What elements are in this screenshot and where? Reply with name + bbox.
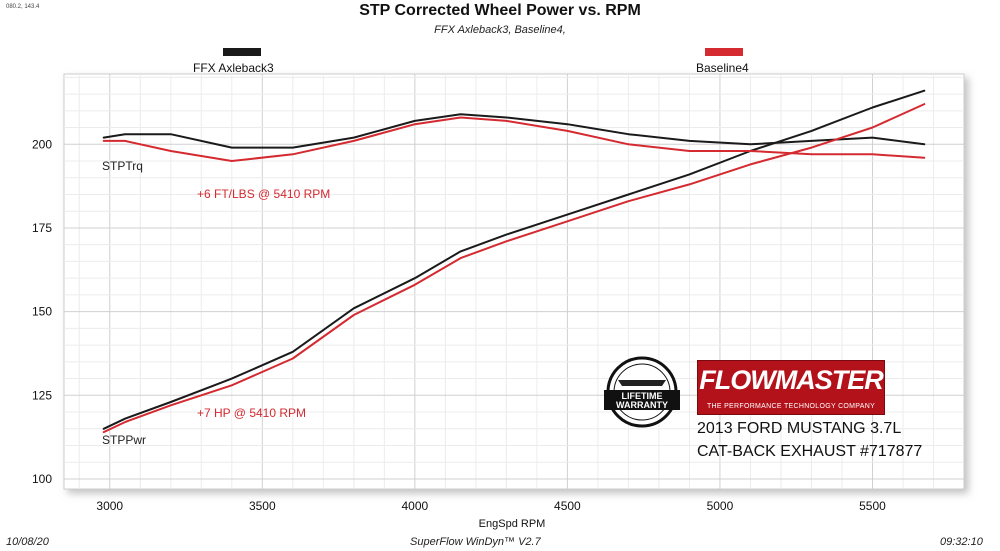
curve-label-power: STPPwr	[102, 433, 146, 447]
x-tick-label: 3000	[96, 499, 123, 513]
legend-label-ffx: FFX Axleback3	[193, 61, 274, 75]
lifetime-warranty-badge-icon: LIFETIME WARRANTY	[604, 356, 680, 428]
series-line-baseline-torque	[102, 116, 926, 162]
series-line-ffx-torque	[102, 113, 926, 149]
footer-software: SuperFlow WinDyn™ V2.7	[410, 536, 541, 548]
x-tick-label: 5500	[859, 499, 886, 513]
y-tick-label: 100	[32, 472, 52, 486]
vehicle-line2: CAT-BACK EXHAUST #717877	[697, 443, 923, 460]
footer-date: 10/08/20	[6, 536, 49, 548]
annotation-power-gain: +7 HP @ 5410 RPM	[197, 406, 306, 420]
legend-label-baseline: Baseline4	[696, 61, 749, 75]
x-tick-label: 4500	[554, 499, 581, 513]
x-tick-label: 4000	[401, 499, 428, 513]
corner-code: 080.2, 143.4	[6, 4, 40, 10]
logo-tagline: THE PERFORMANCE TECHNOLOGY COMPANY	[706, 403, 876, 410]
y-tick-label: 125	[32, 388, 52, 402]
y-tick-label: 200	[32, 137, 52, 151]
chart-subtitle: FFX Axleback3, Baseline4,	[434, 24, 566, 36]
badge-line2: WARRANTY	[616, 400, 668, 410]
chart-title: STP Corrected Wheel Power vs. RPM	[359, 2, 641, 19]
y-tick-label: 150	[32, 305, 52, 319]
y-tick-label: 175	[32, 221, 52, 235]
curve-label-torque: STPTrq	[102, 159, 143, 173]
annotation-torque-gain: +6 FT/LBS @ 5410 RPM	[197, 187, 330, 201]
logo-name: FLOWMASTER	[699, 365, 883, 395]
x-tick-label: 5000	[707, 499, 734, 513]
series-line-ffx-power	[102, 89, 926, 430]
series-lines	[102, 89, 926, 434]
tick-labels: 3000 3500 4000 4500 5000 5500 100 125 150 175 200	[32, 137, 886, 513]
vehicle-line1: 2013 FORD MUSTANG 3.7L	[697, 420, 902, 437]
x-axis-label: EngSpd RPM	[479, 518, 546, 530]
badge-line1: LIFETIME	[622, 391, 663, 401]
legend-swatch-ffx	[223, 48, 261, 56]
flowmaster-logo: FLOWMASTER THE PERFORMANCE TECHNOLOGY CO…	[697, 360, 885, 415]
footer-time: 09:32:10	[940, 536, 983, 548]
x-tick-label: 3500	[249, 499, 276, 513]
legend-swatch-baseline	[705, 48, 743, 56]
series-line-baseline-power	[102, 103, 926, 434]
